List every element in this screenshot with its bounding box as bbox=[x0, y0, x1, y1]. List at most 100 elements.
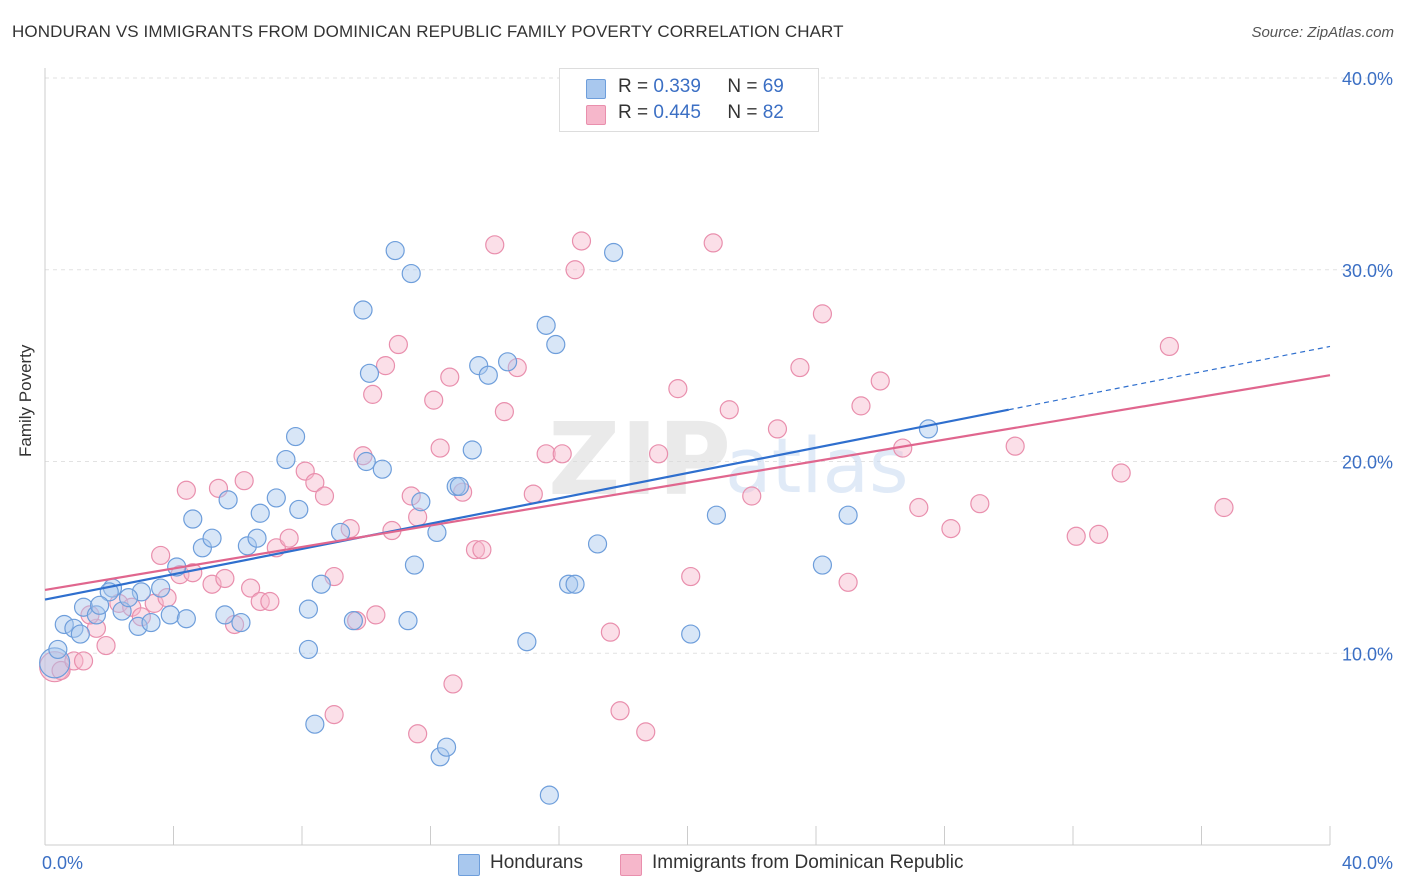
point-dominican bbox=[234, 471, 254, 491]
point-honduran bbox=[838, 505, 858, 525]
point-dominican bbox=[790, 357, 810, 378]
point-dominican bbox=[260, 591, 280, 612]
point-dominican bbox=[909, 497, 929, 518]
point-dominican bbox=[366, 605, 386, 625]
point-honduran bbox=[359, 363, 380, 383]
legend-r-label: R = bbox=[618, 76, 649, 97]
legend-swatch-blue bbox=[586, 79, 606, 99]
point-dominican bbox=[73, 651, 94, 671]
y-tick-label: 10.0% bbox=[1342, 644, 1393, 664]
trend-line-hondurans bbox=[44, 408, 1009, 601]
point-honduran bbox=[517, 632, 537, 652]
point-honduran bbox=[565, 574, 585, 594]
point-honduran bbox=[231, 612, 251, 633]
point-honduran bbox=[498, 352, 518, 372]
point-honduran bbox=[218, 490, 238, 510]
point-honduran bbox=[469, 356, 489, 376]
point-honduran bbox=[478, 365, 498, 385]
point-honduran bbox=[215, 605, 235, 625]
point-dominican bbox=[970, 494, 990, 514]
point-dominican bbox=[1089, 524, 1109, 544]
point-dominican bbox=[668, 379, 688, 399]
point-honduran bbox=[285, 426, 306, 447]
point-dominican bbox=[465, 540, 486, 560]
trend-line-hondurans-extension bbox=[1008, 345, 1331, 411]
point-dominican bbox=[401, 486, 421, 506]
point-honduran bbox=[90, 595, 110, 615]
series-hondurans-points bbox=[39, 240, 939, 805]
legend-r-label: R = bbox=[618, 102, 649, 123]
legend-text-hondurans: R = 0.339 N = 69 bbox=[618, 76, 784, 98]
point-dominican bbox=[610, 701, 630, 721]
point-honduran bbox=[151, 578, 171, 598]
point-dominican bbox=[279, 528, 299, 548]
point-honduran bbox=[706, 505, 727, 525]
point-dominican bbox=[703, 233, 723, 253]
trend-line-dominican bbox=[44, 374, 1331, 592]
bottom-legend-label: Immigrants from Dominican Republic bbox=[652, 852, 964, 873]
point-dominican bbox=[941, 519, 961, 539]
point-dominican bbox=[767, 419, 788, 439]
point-honduran bbox=[372, 459, 392, 479]
point-honduran bbox=[298, 639, 319, 660]
x-tick-label-max: 40.0% bbox=[1342, 853, 1393, 873]
point-dominican bbox=[719, 400, 739, 420]
legend-box: R = 0.339 N = 69 R = 0.445 N = 82 bbox=[559, 68, 819, 132]
point-dominican bbox=[870, 371, 890, 391]
point-honduran bbox=[430, 747, 450, 767]
point-honduran bbox=[250, 503, 270, 523]
point-dominican bbox=[851, 396, 871, 416]
point-dominican bbox=[440, 367, 460, 387]
legend-n-label: N = bbox=[727, 102, 758, 123]
point-honduran bbox=[305, 714, 325, 734]
legend-r-value: 0.445 bbox=[653, 102, 701, 123]
point-honduran bbox=[289, 499, 309, 520]
point-honduran bbox=[404, 555, 425, 575]
trend-lines bbox=[44, 345, 1331, 601]
point-dominican bbox=[443, 674, 463, 694]
point-honduran bbox=[237, 536, 257, 556]
y-tick-label: 20.0% bbox=[1342, 453, 1393, 473]
point-honduran bbox=[70, 624, 90, 644]
gridlines bbox=[45, 77, 1392, 654]
point-dominican bbox=[375, 356, 396, 376]
point-dominican bbox=[1066, 526, 1086, 546]
point-dominican bbox=[408, 724, 428, 744]
point-dominican bbox=[681, 566, 701, 587]
point-honduran bbox=[176, 609, 196, 629]
bottom-legend-swatch-pink bbox=[620, 854, 642, 876]
point-dominican bbox=[80, 605, 100, 625]
point-honduran bbox=[266, 488, 286, 508]
point-dominican bbox=[215, 568, 235, 589]
point-dominican bbox=[812, 304, 833, 324]
point-dominican bbox=[838, 572, 858, 592]
source-label: Source: ZipAtlas.com bbox=[1251, 24, 1394, 41]
point-honduran bbox=[276, 449, 296, 470]
point-honduran bbox=[128, 616, 148, 637]
legend-n-value: 82 bbox=[762, 102, 784, 123]
point-dominican bbox=[523, 484, 543, 504]
point-dominican bbox=[250, 591, 270, 612]
point-honduran bbox=[462, 440, 482, 460]
tick-labels: 10.0% 20.0% 30.0% 40.0% 0.0% 40.0% bbox=[42, 69, 1393, 873]
point-dominican bbox=[151, 545, 171, 566]
point-dominican bbox=[507, 357, 527, 378]
point-honduran bbox=[539, 785, 559, 805]
point-honduran bbox=[54, 614, 74, 635]
legend-n-label: N = bbox=[727, 76, 758, 97]
point-honduran bbox=[247, 528, 267, 548]
point-dominican bbox=[430, 438, 450, 458]
point-dominican bbox=[424, 390, 444, 410]
point-honduran bbox=[546, 334, 566, 355]
point-honduran bbox=[536, 315, 556, 335]
y-axis-label: Family Poverty bbox=[16, 344, 35, 457]
point-honduran bbox=[385, 240, 405, 261]
point-honduran bbox=[39, 647, 71, 679]
point-dominican bbox=[324, 705, 344, 725]
point-dominican bbox=[565, 260, 585, 280]
point-dominican bbox=[1214, 497, 1234, 518]
point-honduran bbox=[141, 612, 161, 633]
point-honduran bbox=[604, 242, 624, 263]
point-dominican bbox=[1005, 436, 1025, 456]
